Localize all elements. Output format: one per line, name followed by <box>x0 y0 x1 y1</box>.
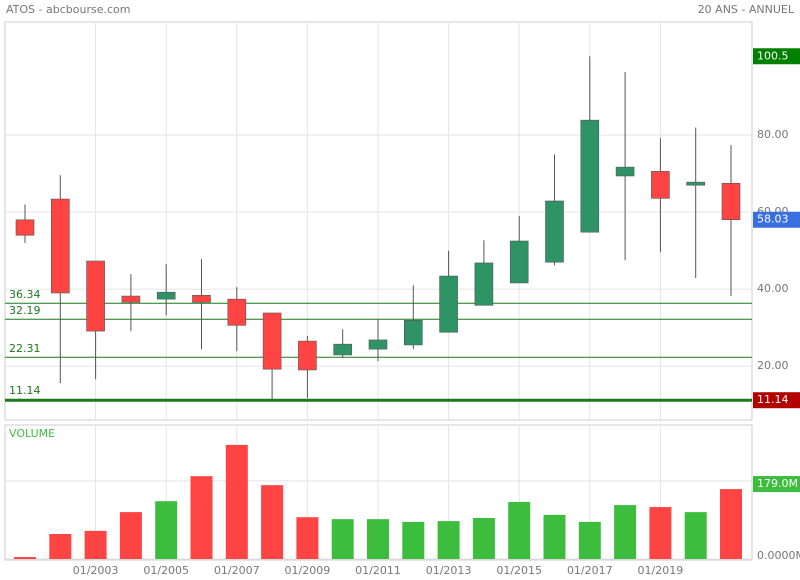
candle-body <box>156 291 176 300</box>
volume-last-box <box>753 476 800 493</box>
candle-body <box>298 340 317 371</box>
volume-bar <box>402 521 425 559</box>
level-label: 22.31 <box>9 342 41 355</box>
close-label: 58.03 <box>757 213 789 226</box>
candle-body <box>50 198 70 294</box>
volume-bar <box>614 505 637 559</box>
volume-bar <box>261 485 284 559</box>
candle-body <box>333 343 353 356</box>
low-label: 11.14 <box>757 393 789 406</box>
candle-body <box>615 166 635 177</box>
y-tick-label: 40.00 <box>757 282 789 295</box>
volume-bar <box>367 519 389 559</box>
x-tick-label: 01/2007 <box>214 564 260 577</box>
x-tick-label: 01/2009 <box>285 564 331 577</box>
volume-bar <box>119 512 142 559</box>
close-box <box>753 211 800 228</box>
y-tick-label: 0.0000M <box>757 549 800 562</box>
volume-bar <box>472 517 495 559</box>
x-tick-label: 01/2011 <box>355 564 401 577</box>
y-tick-label: 80.00 <box>757 128 789 141</box>
volume-bar <box>14 557 36 559</box>
volume-label: VOLUME <box>9 427 55 440</box>
low-box <box>753 392 800 409</box>
candle-body <box>651 171 670 199</box>
y-tick-label: 20.00 <box>757 359 789 372</box>
x-tick-label: 01/2005 <box>143 564 189 577</box>
high-label: 100.5 <box>757 49 789 62</box>
low-level-label: 11.14 <box>9 384 41 397</box>
x-tick-label: 01/2003 <box>73 564 119 577</box>
candle-body <box>509 240 529 284</box>
volume-bar <box>155 501 178 559</box>
volume-bar <box>508 501 531 559</box>
volume-bar <box>49 533 72 559</box>
x-tick-label: 01/2013 <box>426 564 472 577</box>
candle-body <box>721 182 741 221</box>
volume-bar <box>578 521 601 559</box>
candle-body <box>545 200 564 263</box>
candle-body <box>15 219 35 236</box>
volume-last-label: 179.0M <box>757 477 798 490</box>
chart-subtitle: 20 ANS - ANNUEL <box>698 3 795 16</box>
volume-bar <box>437 521 460 559</box>
volume-bar <box>84 530 107 559</box>
volume-bar <box>190 476 213 559</box>
candle-body <box>262 312 282 370</box>
candle-body <box>580 119 600 233</box>
volume-bar <box>225 444 248 559</box>
candle-body <box>86 260 105 332</box>
level-label: 32.19 <box>9 304 41 317</box>
level-label: 36.34 <box>9 288 41 301</box>
high-box <box>753 48 800 65</box>
candle-body <box>439 275 458 333</box>
candle-body <box>121 295 141 303</box>
volume-bar <box>720 489 742 559</box>
candle-body <box>227 298 247 326</box>
x-tick-label: 01/2017 <box>567 564 613 577</box>
volume-bar <box>649 507 672 559</box>
candle-body <box>686 181 706 186</box>
volume-bar <box>543 514 566 559</box>
candle-body <box>192 294 211 303</box>
volume-bar <box>684 512 707 559</box>
candle-body <box>474 262 494 306</box>
candle-body <box>403 320 423 346</box>
x-tick-label: 01/2015 <box>496 564 542 577</box>
x-tick-label: 01/2019 <box>638 564 684 577</box>
candle-body <box>368 339 388 350</box>
volume-bar <box>331 519 354 559</box>
chart-title: ATOS - abcbourse.com <box>6 3 130 16</box>
volume-bar <box>296 517 319 559</box>
